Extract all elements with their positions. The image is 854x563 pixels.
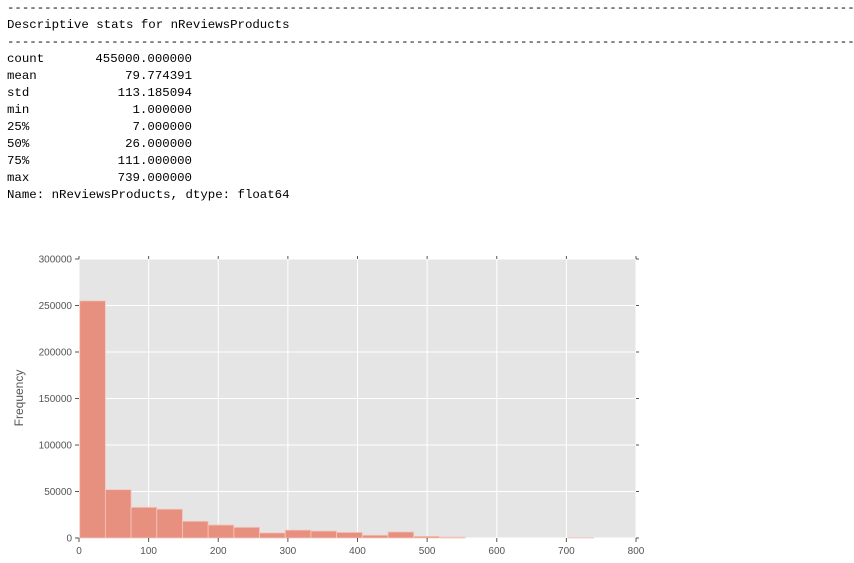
stat-value: 1.000000 bbox=[132, 103, 193, 117]
histogram-bar bbox=[130, 506, 158, 539]
x-tick-label: 400 bbox=[349, 546, 366, 557]
x-tick-label: 300 bbox=[280, 546, 297, 557]
stat-value: 113.185094 bbox=[117, 86, 192, 100]
stat-key: std bbox=[7, 86, 30, 100]
stats-table: count 455000.000000 mean 79.774391 std 113.… bbox=[7, 51, 192, 187]
histogram-bar bbox=[104, 489, 132, 539]
stat-key: 50% bbox=[7, 137, 30, 151]
stat-key: 25% bbox=[7, 120, 30, 134]
stat-value: 739.000000 bbox=[117, 171, 192, 185]
series-footer: Name: nReviewsProducts, dtype: float64 bbox=[7, 188, 290, 202]
histogram-bar bbox=[233, 526, 260, 539]
histogram-bar bbox=[413, 535, 440, 539]
axes: 0 100 200 300 400 500 600 700 800 0 50000 100000 150… bbox=[39, 255, 645, 558]
stat-row: count 455000.000000 bbox=[7, 51, 192, 68]
divider-bottom: ----------------------------------------… bbox=[7, 35, 854, 49]
histogram-bar bbox=[438, 536, 466, 539]
x-tick-label: 500 bbox=[419, 546, 436, 557]
y-tick-label: 150000 bbox=[39, 394, 73, 405]
stat-value: 26.000000 bbox=[125, 137, 192, 151]
histogram-svg: 0 100 200 300 400 500 600 700 800 0 50000 100000 150… bbox=[12, 255, 645, 558]
y-tick-label: 300000 bbox=[39, 255, 73, 266]
histogram-bar bbox=[361, 534, 389, 539]
stat-row: max 739.000000 bbox=[7, 170, 192, 187]
stat-value: 79.774391 bbox=[125, 69, 192, 83]
histogram-bars bbox=[79, 300, 594, 539]
histogram-bar bbox=[182, 520, 209, 539]
stat-row: 75% 111.000000 bbox=[7, 153, 192, 170]
histogram-bar bbox=[207, 524, 235, 539]
stat-key: min bbox=[7, 103, 30, 117]
y-tick-label: 250000 bbox=[39, 301, 73, 312]
stat-value: 7.000000 bbox=[132, 120, 193, 134]
x-tick-label: 600 bbox=[488, 546, 505, 557]
stat-row: min 1.000000 bbox=[7, 102, 192, 119]
histogram-bar bbox=[259, 532, 286, 539]
histogram-bar bbox=[79, 300, 106, 539]
stat-key: max bbox=[7, 171, 30, 185]
histogram-bar bbox=[284, 529, 312, 539]
stat-key: count bbox=[7, 52, 45, 66]
histogram-bar bbox=[156, 508, 183, 539]
y-tick-label: 50000 bbox=[44, 487, 72, 498]
output-title: Descriptive stats for nReviewsProducts bbox=[7, 18, 290, 32]
stat-row: 25% 7.000000 bbox=[7, 119, 192, 136]
x-tick-label: 700 bbox=[558, 546, 575, 557]
stat-key: mean bbox=[7, 69, 37, 83]
stat-row: std 113.185094 bbox=[7, 85, 192, 102]
histogram-chart: 0 100 200 300 400 500 600 700 800 0 50000 100000 150… bbox=[0, 244, 854, 563]
stat-row: mean 79.774391 bbox=[7, 68, 192, 85]
histogram-bar bbox=[336, 532, 363, 539]
x-tick-label: 200 bbox=[210, 546, 227, 557]
y-tick-label: 200000 bbox=[39, 348, 73, 359]
histogram-bar bbox=[387, 531, 415, 539]
histogram-bar bbox=[310, 530, 338, 539]
y-tick-label: 100000 bbox=[39, 441, 73, 452]
divider-top: ----------------------------------------… bbox=[7, 1, 854, 15]
stat-key: 75% bbox=[7, 154, 30, 168]
x-tick-label: 100 bbox=[140, 546, 157, 557]
stat-row: 50% 26.000000 bbox=[7, 136, 192, 153]
y-tick-label: 0 bbox=[66, 534, 72, 545]
x-tick-label: 0 bbox=[76, 546, 82, 557]
x-tick-label: 800 bbox=[628, 546, 645, 557]
stat-value: 455000.000000 bbox=[95, 52, 192, 66]
y-axis-label: Frequency bbox=[12, 370, 26, 427]
stat-value: 111.000000 bbox=[117, 154, 192, 168]
stats-output: ----------------------------------------… bbox=[7, 0, 854, 204]
